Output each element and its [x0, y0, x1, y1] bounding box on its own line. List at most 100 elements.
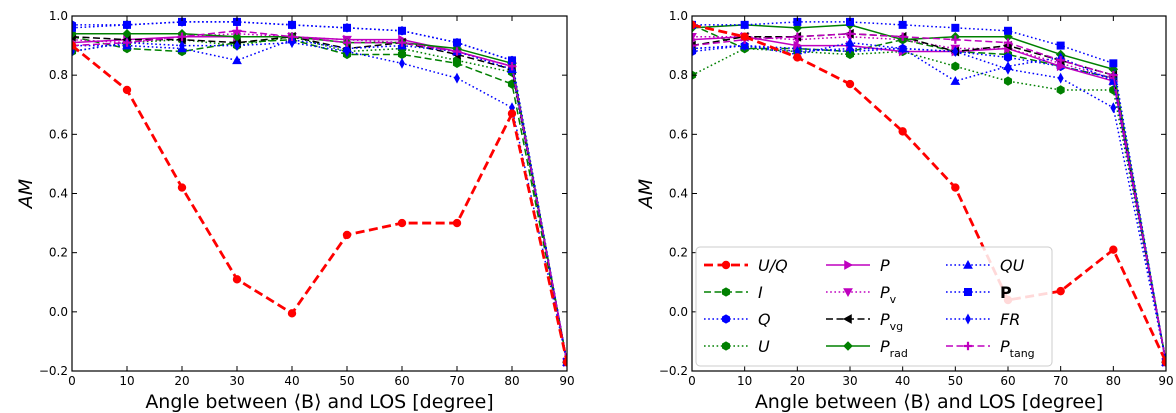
x-tick-label: 20 — [174, 374, 189, 388]
series-11-p-tang — [72, 26, 567, 367]
data-point — [287, 20, 296, 29]
legend-entry: Q — [704, 310, 771, 329]
x-tick-label: 20 — [790, 374, 805, 388]
series-line — [692, 35, 1166, 363]
data-point — [898, 32, 907, 41]
plot-area — [692, 17, 1166, 368]
legend-entry: I — [704, 283, 763, 302]
x-tick-label: 10 — [737, 374, 752, 388]
data-point — [1109, 245, 1118, 254]
data-point — [507, 62, 517, 71]
x-axis-label: Angle between ⟨B⟩ and LOS [degree] — [755, 391, 1103, 413]
legend-label: QU — [1000, 256, 1025, 275]
legend-label: P — [1000, 283, 1012, 302]
data-point — [898, 20, 907, 29]
legend-label-sub: v — [890, 293, 897, 306]
series-2-q — [72, 17, 567, 367]
data-point — [342, 230, 352, 240]
x-tick-label: 40 — [895, 374, 910, 388]
x-tick-label: 30 — [229, 374, 244, 388]
series-10-fr — [72, 37, 567, 368]
data-point — [232, 55, 242, 65]
series-1-i — [72, 32, 567, 367]
data-point — [232, 275, 242, 284]
data-point — [562, 357, 567, 367]
legend-marker — [721, 287, 731, 297]
data-point — [397, 38, 407, 47]
legend-label: I — [758, 283, 763, 302]
x-tick-label: 0 — [688, 374, 696, 388]
legend-label: Pv — [880, 283, 897, 306]
legend-entry: Prad — [826, 337, 908, 360]
legend-label: Pvg — [880, 310, 903, 333]
legend-label-base: P — [1000, 337, 1010, 356]
legend-label-base: P — [880, 310, 890, 329]
data-point — [793, 53, 802, 62]
data-point — [342, 38, 352, 47]
legend-entry: FR — [946, 310, 1020, 329]
x-tick-label: 90 — [1158, 374, 1173, 388]
legend-label: U — [758, 337, 770, 356]
data-point — [1056, 85, 1065, 95]
series-line — [72, 35, 567, 363]
y-tick-label: 0.4 — [669, 187, 688, 201]
series-7-p-rad — [72, 28, 567, 367]
series-4-p — [72, 31, 567, 368]
data-point — [1004, 26, 1013, 35]
x-tick-label: 80 — [1106, 374, 1121, 388]
series-line — [692, 41, 1166, 363]
x-tick-label: 30 — [842, 374, 857, 388]
series-line — [692, 35, 1166, 363]
x-tick-label: 0 — [68, 374, 76, 388]
series-line — [72, 35, 567, 363]
series-line — [72, 44, 567, 363]
y-axis-label: AM — [635, 179, 657, 210]
legend-entry: U/Q — [704, 256, 788, 275]
legend-marker — [963, 259, 973, 269]
data-point — [952, 46, 959, 57]
series-line — [72, 21, 567, 363]
data-point — [845, 29, 855, 38]
data-point — [122, 38, 132, 47]
y-tick-label: 0.2 — [669, 246, 688, 260]
data-point — [951, 23, 960, 32]
series-3-u — [72, 32, 567, 367]
data-point — [692, 32, 697, 42]
series-line — [72, 33, 567, 363]
data-point — [397, 26, 406, 35]
legend-entry: P — [946, 283, 1012, 302]
series-line — [692, 47, 1166, 363]
data-point — [399, 57, 405, 69]
legend-label: Ptang — [1000, 337, 1035, 360]
series-line — [72, 33, 567, 363]
data-point — [122, 85, 132, 95]
data-point — [1003, 38, 1013, 47]
data-point — [1005, 63, 1011, 75]
legend-marker — [721, 341, 731, 351]
x-tick-label: 70 — [1053, 374, 1068, 388]
data-point — [692, 41, 697, 50]
legend-marker — [721, 260, 731, 270]
data-point — [1109, 70, 1118, 80]
data-point — [452, 47, 462, 56]
data-point — [177, 32, 187, 41]
legend-label: Prad — [880, 337, 908, 360]
x-tick-label: 60 — [1000, 374, 1015, 388]
data-point — [845, 49, 855, 60]
data-point — [740, 20, 749, 29]
legend-entry: QU — [946, 256, 1025, 275]
data-point — [898, 127, 907, 136]
data-point — [741, 40, 748, 52]
series-line — [692, 23, 1166, 363]
data-point — [951, 35, 960, 44]
y-tick-label: −0.2 — [39, 364, 68, 378]
data-point — [1110, 102, 1117, 114]
data-point — [344, 46, 350, 57]
x-tick-label: 10 — [119, 374, 134, 388]
data-point — [740, 32, 749, 41]
y-tick-label: 0.8 — [49, 68, 68, 82]
legend-label: P — [880, 256, 890, 275]
data-point — [507, 109, 517, 118]
data-point — [1109, 59, 1118, 68]
